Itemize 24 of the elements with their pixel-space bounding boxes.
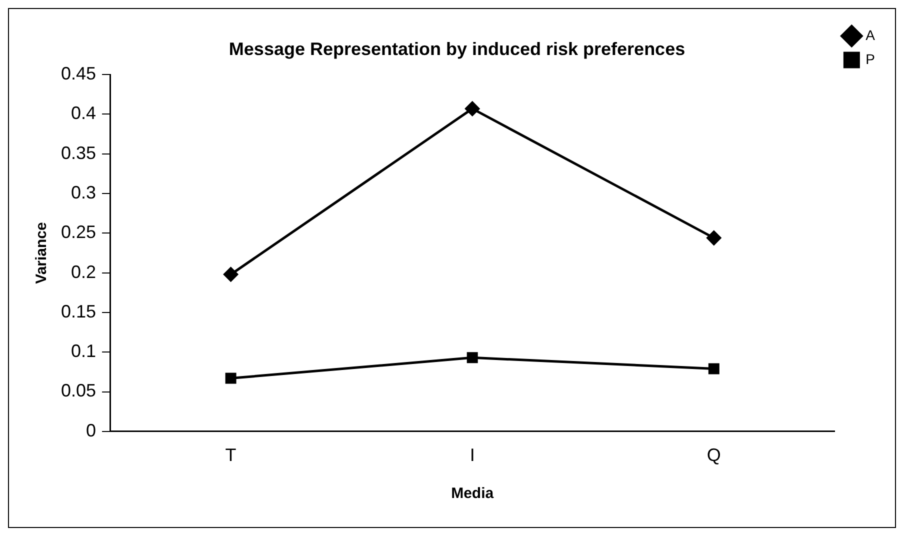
x-tick-label: Q [706,445,721,466]
y-tick-label: 0.3 [71,182,96,202]
y-tick-label: 0 [86,420,96,440]
point [466,352,478,364]
y-tick-label: 0.25 [60,222,96,242]
legend-label: P [866,50,876,67]
x-tick-label: T [225,445,236,466]
x-tick-label: I [470,445,475,466]
y-tick-label: 0.35 [60,142,96,163]
y-tick-label: 0.15 [60,301,96,322]
point [465,101,480,116]
point [224,267,238,282]
y-tick-label: 0.2 [71,262,96,282]
legend-label: A [866,26,876,43]
y-tick-label: 0.1 [71,341,96,362]
point [706,230,722,246]
x-axis-title: Media [451,485,494,502]
point [225,372,236,384]
y-tick-label: 0.45 [60,64,96,84]
y-axis-title: Variance [33,222,50,284]
y-tick-label: 0.05 [60,380,96,401]
chart-title: Message Representation by induced risk preferences [228,38,686,59]
point [708,363,720,374]
y-tick-label: 0.4 [71,103,96,124]
